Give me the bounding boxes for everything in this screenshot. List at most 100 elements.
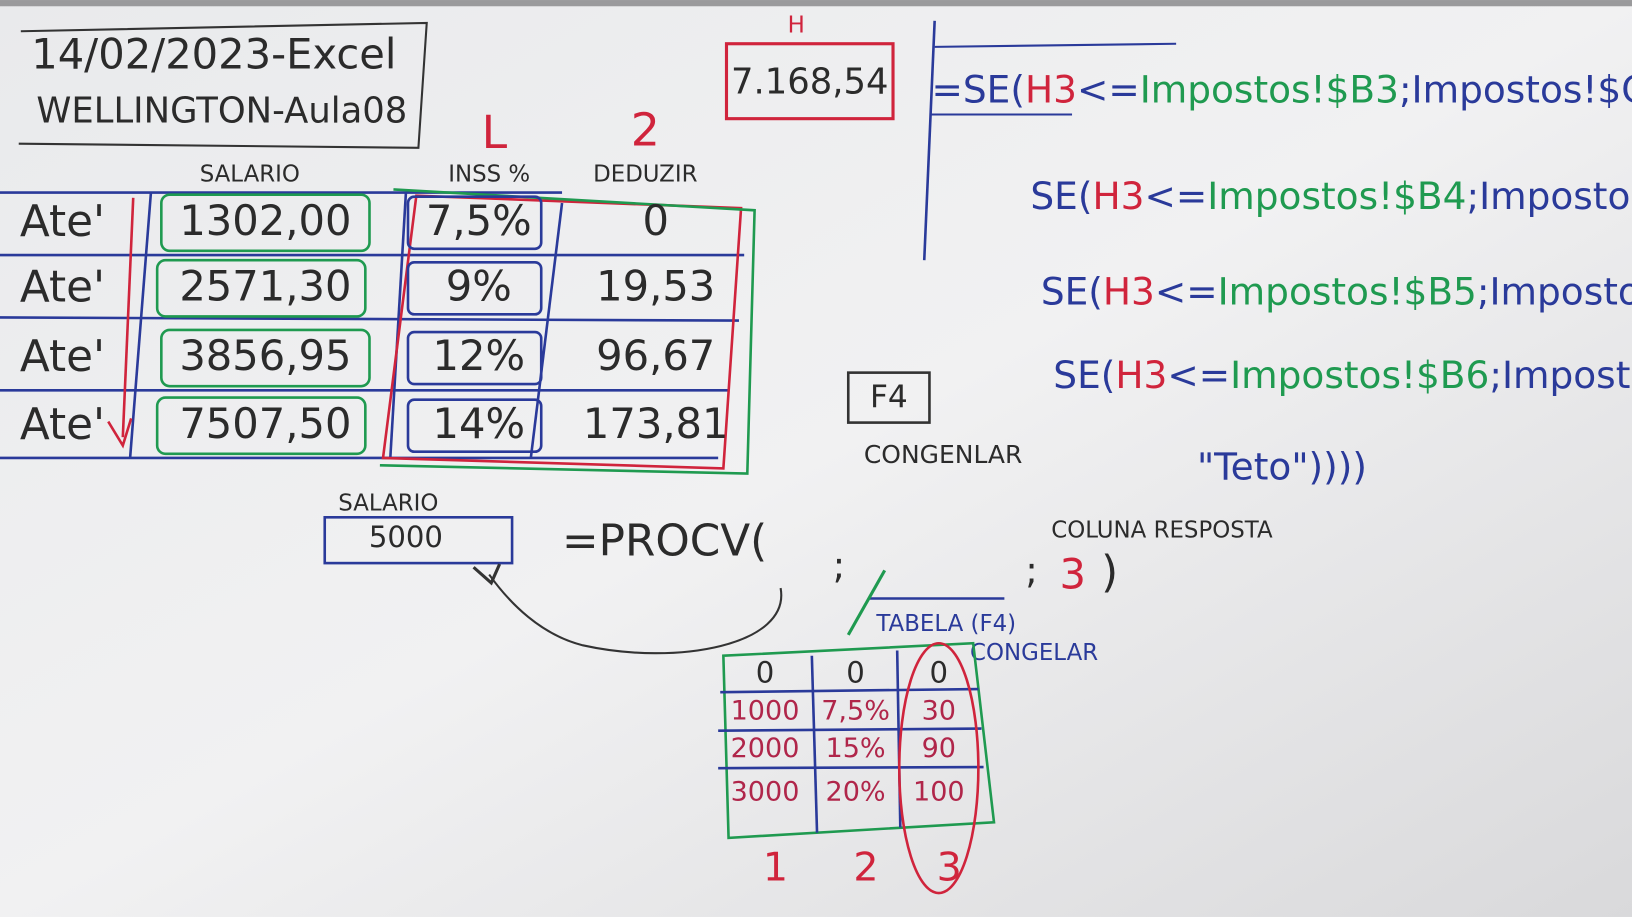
table-line [0, 316, 739, 322]
green-arrow [846, 569, 887, 636]
formula-part: ;Impostos!$C6; [1489, 352, 1632, 396]
procv-close: ) [1101, 547, 1118, 598]
salary-box [155, 258, 367, 318]
table-cell: Ate' [20, 331, 105, 382]
formula-line: =SE(H3<=Impostos!$B3;Impostos!$C3; [932, 67, 1632, 111]
formula-part: Impostos!$B4 [1207, 173, 1466, 217]
table-cell: 173,81 [583, 399, 729, 448]
lookup-line [718, 727, 982, 732]
formula-part: H3 [1103, 269, 1155, 313]
column-number: 2 [853, 845, 878, 891]
procv-column: 3 [1060, 550, 1086, 599]
table-cell: 2571,30 [179, 261, 351, 310]
formula-part: SE( [1030, 173, 1092, 217]
key-label: F4 [870, 380, 908, 416]
formula-part: =SE( [932, 67, 1025, 111]
formula-part: Impostos!$B3 [1140, 67, 1399, 111]
lookup-line [810, 655, 819, 833]
lookup-line [718, 765, 984, 770]
input-value: 5000 [369, 520, 443, 554]
lookup-cell: 90 [922, 733, 956, 764]
table-cell: 14% [433, 399, 526, 448]
table-cell: 1302,00 [179, 196, 351, 245]
formula: =SE(H3<=Impostos!$B3;Impostos!$C3;SE(H3<… [932, 67, 1632, 488]
rate-box [406, 195, 543, 251]
procv-formula: =PROCV( [562, 515, 767, 566]
table-line [128, 192, 153, 459]
column-number: 3 [937, 845, 962, 891]
table-cell: 9% [446, 261, 512, 310]
salary-box [155, 396, 367, 456]
formula-part: SE( [1053, 352, 1115, 396]
lookup-cell: 100 [913, 777, 965, 808]
table-cell: 3856,95 [179, 331, 351, 380]
formula-part: ;Impostos!$C5; [1477, 269, 1632, 313]
lookup-cell: 1000 [731, 695, 800, 726]
divider [922, 20, 936, 261]
index-label: 2 [631, 103, 660, 157]
lookup-frame [722, 641, 996, 840]
green-range-box [379, 188, 756, 475]
table-cell: Ate' [20, 196, 105, 247]
formula-part: Impostos!$B5 [1218, 269, 1477, 313]
procv-sep: ; [1025, 548, 1038, 592]
table-cell: 19,53 [596, 261, 715, 310]
answer-column-mark [897, 641, 980, 895]
formula-part: H3 [1092, 173, 1144, 217]
column-header: DEDUZIR [593, 161, 697, 187]
table-cell: 0 [642, 196, 668, 245]
column-note: COLUNA RESPOSTA [1051, 517, 1273, 543]
header-teacher: WELLINGTON-Aula08 [36, 90, 407, 131]
lookup-line [720, 687, 979, 694]
input-label: SALARIO [338, 490, 438, 516]
lookup-cell: 2000 [731, 733, 800, 764]
key-box [846, 371, 931, 424]
red-arrow [121, 197, 135, 438]
lookup-cell: 0 [846, 655, 865, 689]
red-arrow-head [107, 418, 133, 449]
lookup-cell: 3000 [731, 777, 800, 808]
formula-line: "Teto")))) [1197, 444, 1367, 488]
lookup-cell: 20% [825, 777, 885, 808]
column-header: SALARIO [200, 161, 300, 187]
header-date: 14/02/2023-Excel [31, 29, 396, 78]
freeze-note: CONGELAR [970, 640, 1098, 666]
formula-part: <= [1167, 352, 1230, 396]
cell-box [724, 42, 895, 121]
table-line [389, 192, 408, 459]
lookup-cell: 15% [825, 733, 885, 764]
formula-line: SE(H3<=Impostos!$B6;Impostos!$C6; [1053, 352, 1632, 396]
board-edge [0, 0, 1632, 7]
formula-line: SE(H3<=Impostos!$B4;Impostos!$C4; [1030, 173, 1632, 217]
key-note: CONGENLAR [864, 440, 1022, 469]
divider [934, 42, 1177, 48]
salary-box [160, 193, 371, 253]
formula-part: <= [1144, 173, 1207, 217]
table-cell: 7507,50 [179, 399, 351, 448]
rate-box [406, 398, 543, 454]
formula-line: SE(H3<=Impostos!$B5;Impostos!$C5; [1041, 269, 1632, 313]
table-cell: Ate' [20, 261, 105, 312]
rate-box [406, 261, 543, 316]
formula-part: H3 [1115, 352, 1167, 396]
lookup-table: 0 0 0 1000 7,5% 30 2000 15% 90 3000 20% 100 1 2 3 [731, 655, 965, 890]
lookup-cell: 0 [930, 655, 949, 689]
column-header: INSS % [448, 161, 530, 187]
formula-part: ;Impostos!$C3; [1399, 67, 1632, 111]
table-cell: Ate' [20, 399, 105, 450]
column-number: 1 [763, 845, 788, 891]
formula-part: Impostos!$B6 [1230, 352, 1489, 396]
table-line [529, 202, 564, 459]
formula-part: <= [1155, 269, 1218, 313]
salary-table: SALARIO INSS % DEDUZIR Ate' 1302,00 7,5% 0 Ate'… [20, 161, 729, 456]
formula-part: "Teto")))) [1197, 444, 1367, 488]
formula-part: ;Impostos!$C4; [1466, 173, 1632, 217]
formula-part: <= [1077, 67, 1140, 111]
salary-box [160, 328, 371, 388]
index-label: L [482, 105, 508, 159]
procv-sep: ; [833, 543, 846, 587]
cell-value: 7.168,54 [731, 61, 889, 102]
curve-arrow [488, 573, 783, 655]
header-frame [18, 21, 428, 149]
